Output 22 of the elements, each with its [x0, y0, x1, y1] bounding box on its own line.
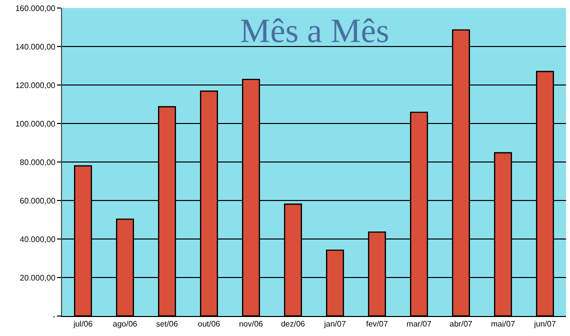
- chart-title: Mês a Mês: [240, 13, 390, 50]
- x-tick-label: mar/07: [406, 320, 432, 329]
- x-tick-label: nov/06: [238, 320, 264, 329]
- x-tick-label: dez/06: [280, 320, 306, 329]
- x-tick-label: ago/06: [112, 320, 138, 329]
- y-tick-label: 80.000,00: [20, 158, 56, 167]
- x-tick-label: set/06: [156, 320, 178, 329]
- x-tick-label: fev/07: [366, 320, 388, 329]
- y-tick-label: 120.000,00: [15, 80, 56, 90]
- x-tick-label: out/06: [198, 320, 221, 329]
- y-tick-label: 160.000,00: [15, 4, 56, 13]
- y-tick-label: 140.000,00: [15, 42, 56, 52]
- x-tick-label: abr/07: [450, 320, 473, 329]
- y-tick-label: 40.000,00: [20, 234, 56, 244]
- y-tick-label: -: [52, 312, 56, 321]
- y-tick-label: 100.000,00: [15, 119, 56, 128]
- x-tick-label: jan/07: [323, 320, 346, 329]
- x-tick-label: jun/07: [533, 320, 556, 329]
- y-tick-label: 60.000,00: [20, 196, 56, 206]
- y-tick-label: 20.000,00: [20, 273, 56, 282]
- x-tick-label: jul/06: [72, 320, 94, 329]
- x-tick-label: mai/07: [490, 320, 516, 329]
